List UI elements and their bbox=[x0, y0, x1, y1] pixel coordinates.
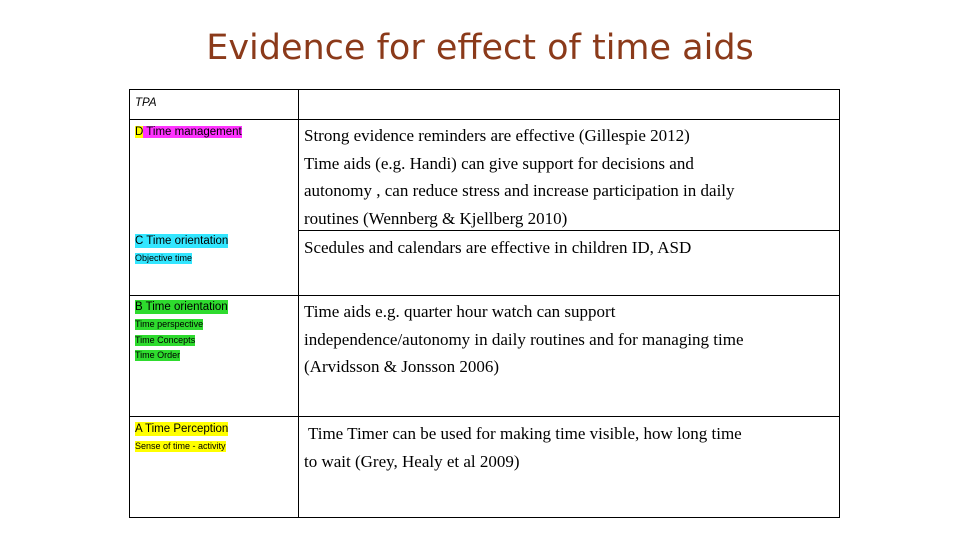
row-label-d: D Time management bbox=[135, 125, 242, 139]
evidence-b: Time aids e.g. quarter hour watch can su… bbox=[304, 298, 834, 381]
row-divider bbox=[130, 119, 839, 120]
row-divider bbox=[130, 416, 839, 417]
evidence-line: Time aids e.g. quarter hour watch can su… bbox=[304, 302, 616, 321]
row-label-c: C Time orientation bbox=[135, 234, 229, 248]
evidence-line: Time aids (e.g. Handi) can give support … bbox=[304, 153, 694, 173]
evidence-line: Scedules and calendars are effective in … bbox=[304, 238, 692, 257]
slide-title: Evidence for effect of time aids bbox=[206, 28, 754, 68]
row-sub-c: Objective time bbox=[135, 253, 193, 264]
evidence-c: Scedules and calendars are effective in … bbox=[304, 234, 834, 262]
row-sub-b: Time Concepts bbox=[135, 335, 196, 346]
evidence-line: to wait (Grey, Healy et al 2009) bbox=[304, 451, 520, 471]
evidence-a: Time Timer can be used for making time v… bbox=[304, 420, 834, 475]
row-label-b: B Time orientation bbox=[135, 300, 228, 314]
evidence-line: (Arvidsson & Jonsson 2006) bbox=[304, 357, 500, 376]
evidence-line: Strong evidence reminders are effective … bbox=[304, 126, 690, 145]
row-label-d-text: Time management bbox=[143, 126, 242, 138]
evidence-line: autonomy , can reduce stress and increas… bbox=[304, 181, 735, 200]
row-divider bbox=[298, 230, 839, 231]
column-divider bbox=[298, 90, 299, 517]
row-divider bbox=[130, 295, 839, 296]
evidence-table: TPA D Time management C Time orientation… bbox=[129, 89, 840, 518]
evidence-line: independence/autonomy in daily routines … bbox=[304, 329, 744, 349]
row-label-tpa: TPA bbox=[135, 97, 157, 109]
row-sub-b: Time Order bbox=[135, 350, 181, 361]
evidence-line: Time Timer can be used for making time v… bbox=[304, 424, 742, 443]
row-label-a: A Time Perception bbox=[135, 422, 229, 436]
row-sub-b: Time perspective bbox=[135, 319, 204, 330]
evidence-d: Strong evidence reminders are effective … bbox=[304, 122, 834, 232]
row-label-d-letter: D bbox=[135, 126, 144, 138]
evidence-line: routines (Wennberg & Kjellberg 2010) bbox=[304, 208, 568, 228]
row-sub-a: Sense of time - activity bbox=[135, 441, 226, 452]
